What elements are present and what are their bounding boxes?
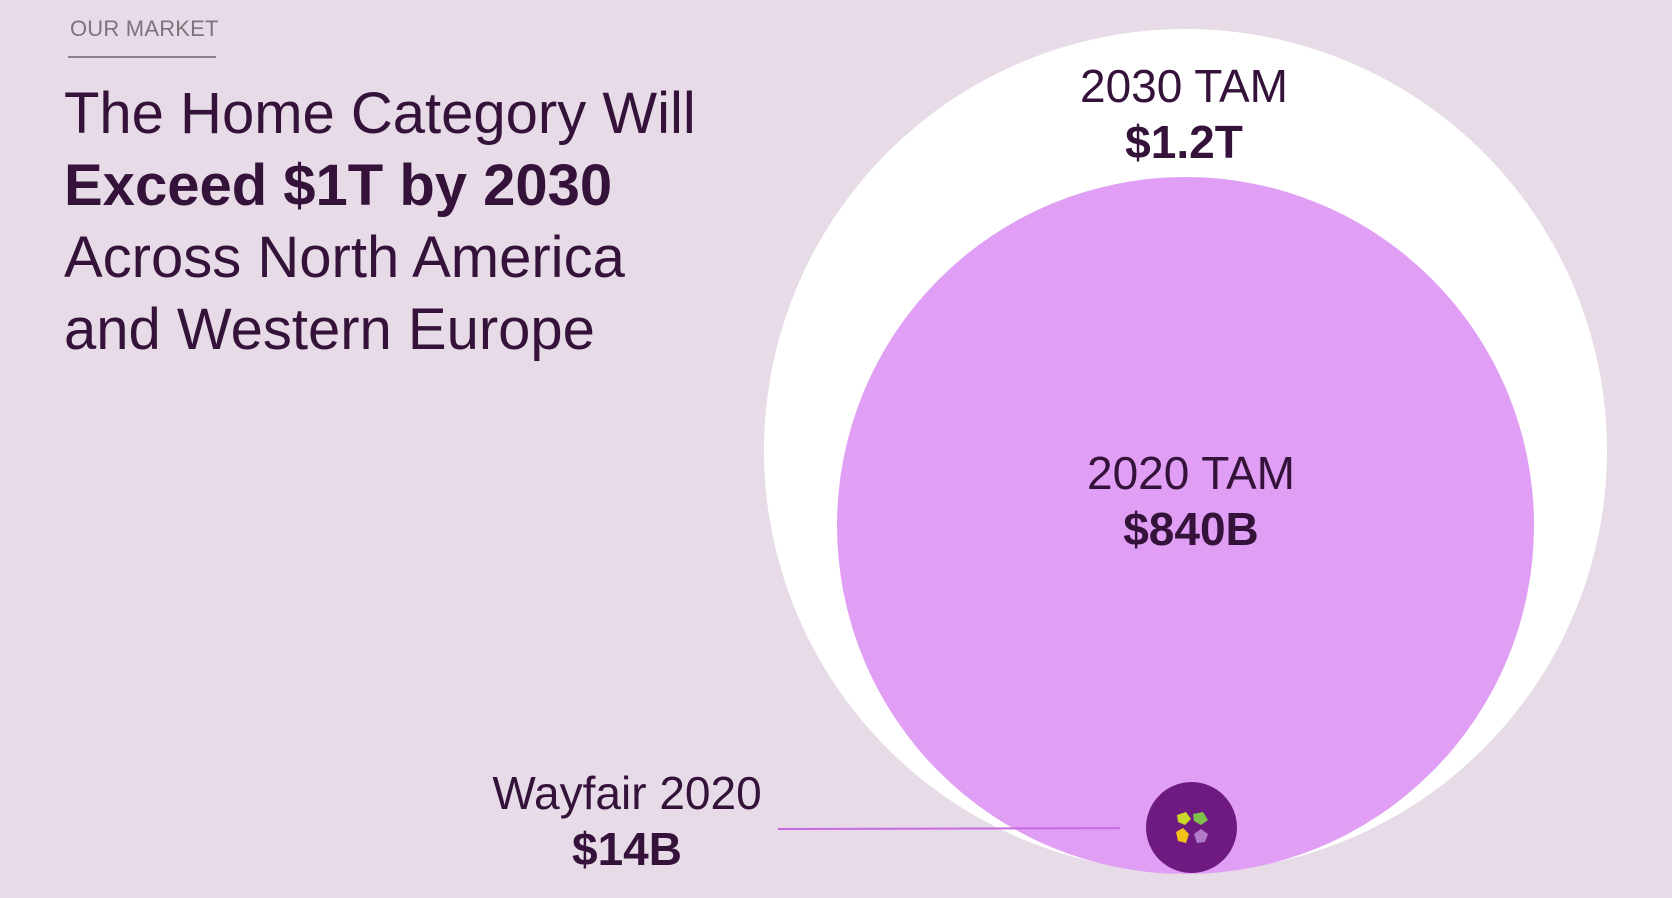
headline-line-4: and Western Europe [64,297,595,362]
tam-2020-value: $840B [1123,503,1259,555]
wayfair-2020-label: Wayfair 2020 $14B [427,765,827,877]
tam-2020-label: 2020 TAM $840B [991,445,1391,557]
headline-line-2: Exceed $1T by 2030 [64,153,613,218]
tam-2030-title: 2030 TAM [1080,60,1288,112]
headline-line-3: Across North America [64,225,625,290]
wayfair-2020-title: Wayfair 2020 [492,767,762,819]
tam-2030-label: 2030 TAM $1.2T [984,58,1384,170]
tam-2030-value: $1.2T [1125,116,1243,168]
headline-line-1: The Home Category Will [64,81,696,146]
tam-2020-title: 2020 TAM [1087,447,1295,499]
section-eyebrow: OUR MARKET [70,16,219,41]
headline: The Home Category Will Exceed $1T by 203… [64,78,696,366]
tam-2020-circle [837,177,1534,874]
wayfair-2020-value: $14B [572,823,682,875]
wayfair-logo-icon [1176,812,1208,843]
wayfair-2020-circle [1146,782,1237,873]
eyebrow-divider [68,56,216,58]
